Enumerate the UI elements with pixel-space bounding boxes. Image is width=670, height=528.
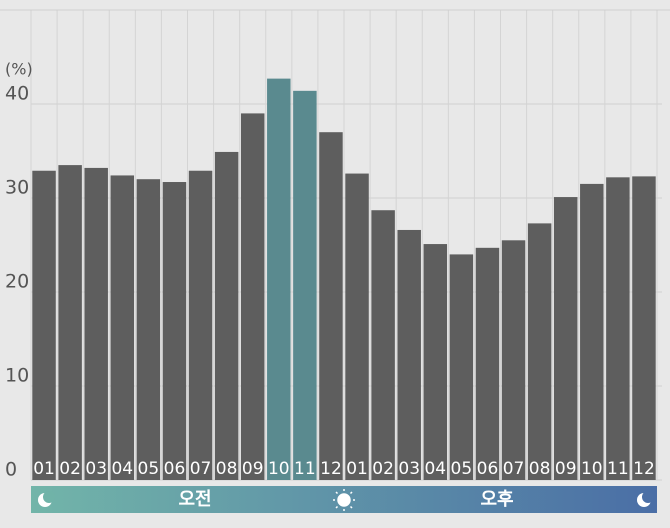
grid bbox=[0, 9, 670, 481]
x-tick-label: 10 bbox=[581, 459, 603, 479]
y-tick-label: 30 bbox=[5, 177, 29, 199]
x-tick-label: 07 bbox=[503, 459, 525, 479]
y-tick-label: 0 bbox=[5, 459, 17, 481]
bar bbox=[267, 78, 291, 481]
bar bbox=[136, 179, 161, 480]
bar bbox=[527, 223, 552, 480]
x-tick-label: 01 bbox=[33, 459, 55, 479]
x-tick-label: 06 bbox=[164, 459, 186, 479]
bar bbox=[319, 132, 343, 480]
x-tick-label: 02 bbox=[59, 459, 81, 479]
y-tick-label: 40 bbox=[5, 83, 29, 105]
bar bbox=[214, 151, 239, 480]
x-tick-label: 11 bbox=[294, 459, 316, 479]
y-tick-label: 10 bbox=[5, 365, 29, 387]
x-tick-label: 09 bbox=[242, 459, 264, 479]
y-tick-label: 20 bbox=[5, 271, 29, 293]
bar bbox=[110, 175, 135, 480]
bar bbox=[162, 182, 187, 480]
x-tick-label: 05 bbox=[451, 459, 473, 479]
x-tick-label: 12 bbox=[320, 459, 342, 479]
x-tick-label: 10 bbox=[268, 459, 290, 479]
bar bbox=[580, 183, 604, 480]
bar bbox=[58, 165, 82, 480]
x-tick-label: 01 bbox=[346, 459, 368, 479]
bar bbox=[449, 254, 474, 480]
x-tick-label: 08 bbox=[529, 459, 551, 479]
x-tick-label: 06 bbox=[477, 459, 499, 479]
bar bbox=[501, 240, 526, 480]
x-tick-label: 04 bbox=[424, 459, 446, 479]
bar bbox=[293, 90, 317, 480]
moon-icon bbox=[637, 491, 654, 507]
period-label: 오전 bbox=[178, 489, 211, 510]
sun-icon bbox=[333, 489, 355, 511]
x-tick-label: 11 bbox=[607, 459, 629, 479]
x-tick-label: 09 bbox=[555, 459, 577, 479]
bar bbox=[553, 197, 578, 480]
x-tick-label: 12 bbox=[633, 459, 655, 479]
bar bbox=[371, 210, 395, 480]
bar bbox=[188, 170, 213, 481]
bar bbox=[240, 113, 265, 481]
bar bbox=[397, 229, 421, 480]
bars bbox=[32, 78, 656, 481]
bar bbox=[345, 173, 369, 480]
moon-icon bbox=[38, 491, 55, 507]
x-tick-label: 03 bbox=[85, 459, 107, 479]
x-tick-label: 07 bbox=[190, 459, 212, 479]
bar bbox=[606, 177, 630, 480]
bar bbox=[84, 167, 108, 481]
period-label: 오후 bbox=[480, 489, 513, 510]
x-tick-label: 02 bbox=[372, 459, 394, 479]
bar bbox=[32, 170, 56, 481]
bar bbox=[475, 247, 500, 480]
bar bbox=[423, 244, 448, 480]
bar bbox=[632, 176, 656, 480]
y-unit: (%) bbox=[5, 60, 33, 79]
x-tick-label: 04 bbox=[111, 459, 133, 479]
x-tick-label: 05 bbox=[138, 459, 160, 479]
x-tick-label: 08 bbox=[216, 459, 238, 479]
x-tick-label: 03 bbox=[398, 459, 420, 479]
